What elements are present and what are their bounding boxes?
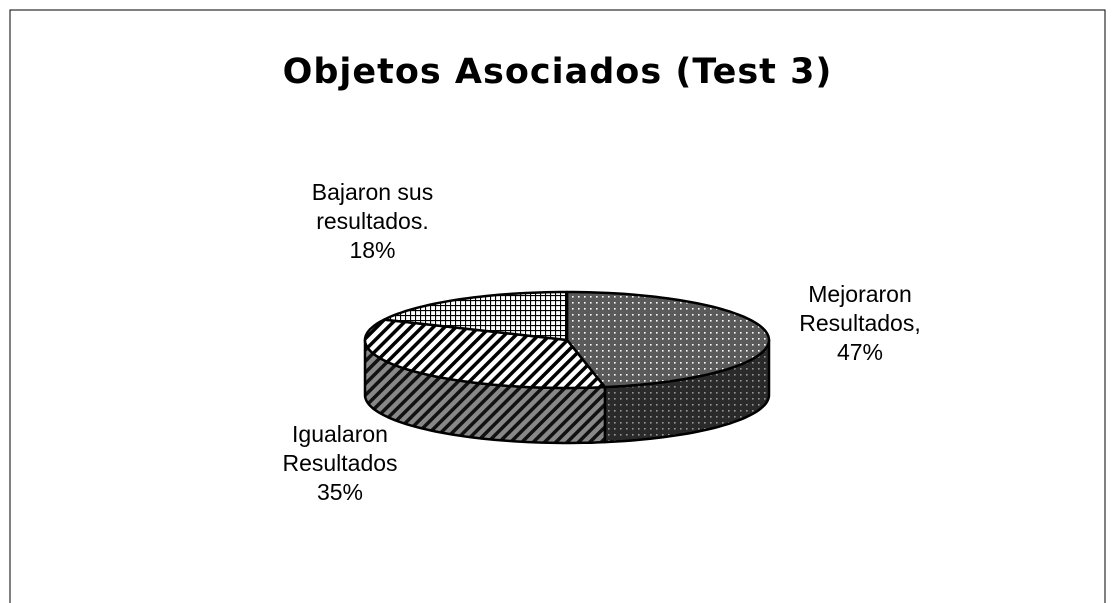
label-value: 47%: [836, 339, 884, 365]
label-category: Bajaron sus resultados.: [311, 179, 434, 234]
label-category: Mejoraron Resultados,: [799, 281, 921, 336]
label-value: 35%: [316, 479, 364, 505]
pie-slice: [382, 290, 569, 342]
data-label: Bajaron sus resultados. 18%: [270, 178, 475, 265]
chart-title: Objetos Asociados (Test 3): [282, 52, 833, 92]
data-label: Mejoraron Resultados, 47%: [775, 280, 945, 367]
pie-slice: [363, 318, 607, 390]
label-category: Igualaron Resultados: [282, 421, 398, 476]
label-value: 18%: [349, 237, 396, 263]
frame: [9, 9, 1106, 603]
data-label: Igualaron Resultados 35%: [240, 420, 440, 507]
pie-slice: [565, 290, 771, 389]
